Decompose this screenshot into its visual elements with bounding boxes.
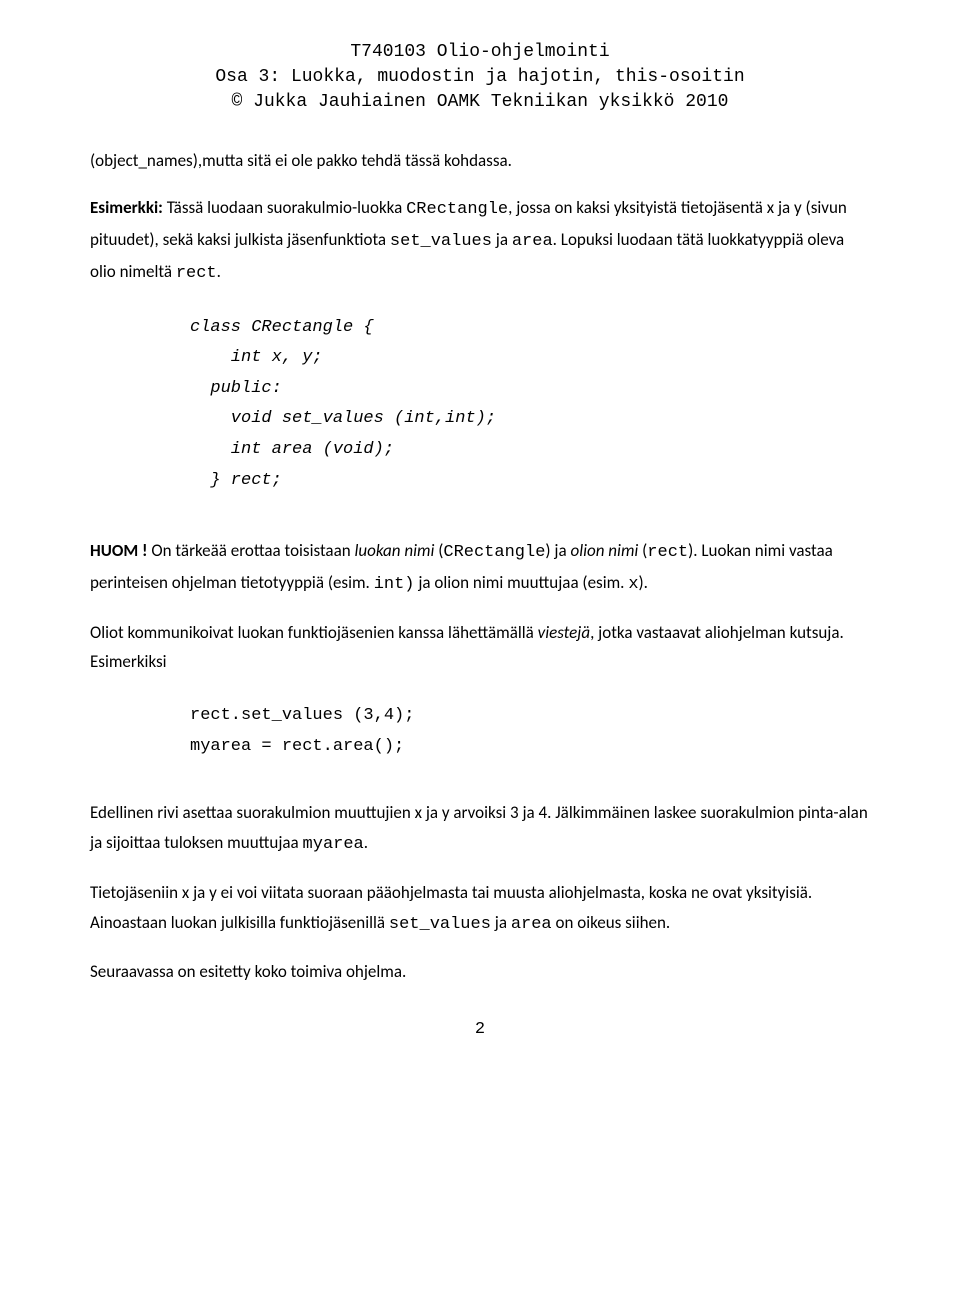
paragraph-6: Tietojäseniin x ja y ei voi viitata suor…	[90, 878, 870, 940]
p1-text: (object_names),mutta sitä ei ole pakko t…	[90, 150, 512, 171]
header-line-3: © Jukka Jauhiainen OAMK Tekniikan yksikk…	[90, 90, 870, 115]
p3-italic-luokan: luokan nimi	[355, 540, 435, 561]
p3-b: On tärkeää erottaa toisistaan	[148, 540, 355, 561]
paragraph-4: Oliot kommunikoivat luokan funktiojäseni…	[90, 618, 870, 678]
page-number: 2	[90, 1017, 870, 1043]
paragraph-5: Edellinen rivi asettaa suorakulmion muut…	[90, 798, 870, 860]
p2-label: Esimerkki:	[90, 197, 163, 218]
p3-n: ).	[639, 572, 648, 593]
p4-italic-viesteja: viestejä	[538, 622, 590, 643]
p3-code-crectangle: CRectangle	[443, 543, 545, 562]
p2-code-crectangle: CRectangle	[406, 200, 508, 219]
p3-f: ) ja	[545, 540, 570, 561]
header-line-1: T740103 Olio-ohjelmointi	[90, 40, 870, 65]
p3-code-x: x	[628, 575, 638, 594]
paragraph-1: (object_names),mutta sitä ei ole pakko t…	[90, 146, 870, 176]
p3-l: ja olion nimi muuttujaa (esim.	[415, 572, 629, 593]
p6-e: on oikeus siihen.	[552, 912, 671, 933]
p2-f: ja	[492, 229, 512, 250]
paragraph-2: Esimerkki: Tässä luodaan suorakulmio-luo…	[90, 193, 870, 288]
paragraph-7: Seuraavassa on esitetty koko toimiva ohj…	[90, 957, 870, 987]
header-line-2: Osa 3: Luokka, muodostin ja hajotin, thi…	[90, 65, 870, 90]
p3-code-rect: rect	[647, 543, 688, 562]
p6-c: ja	[491, 912, 511, 933]
paragraph-3: HUOM ! On tärkeää erottaa toisistaan luo…	[90, 536, 870, 600]
p3-h: (	[638, 540, 647, 561]
p3-code-int: int)	[374, 575, 415, 594]
p6-code-area: area	[511, 915, 552, 934]
p6-code-setvalues: set_values	[389, 915, 491, 934]
p4-a: Oliot kommunikoivat luokan funktiojäseni…	[90, 622, 538, 643]
p2-code-rect: rect	[176, 264, 217, 283]
p3-label: HUOM !	[90, 540, 148, 561]
p2-j: .	[217, 261, 221, 282]
p5-code-myarea: myarea	[303, 835, 364, 854]
p2-code-area: area	[512, 232, 553, 251]
p2-code-setvalues: set_values	[390, 232, 492, 251]
code-block-2: rect.set_values (3,4); myarea = rect.are…	[190, 701, 870, 762]
p2-b: Tässä luodaan suorakulmio-luokka	[163, 197, 406, 218]
p5-c: .	[364, 832, 368, 853]
code-block-1: class CRectangle { int x, y; public: voi…	[190, 313, 870, 497]
page-header: T740103 Olio-ohjelmointi Osa 3: Luokka, …	[90, 40, 870, 116]
p5-a: Edellinen rivi asettaa suorakulmion muut…	[90, 802, 868, 853]
p7-text: Seuraavassa on esitetty koko toimiva ohj…	[90, 961, 406, 982]
p3-italic-olion: olion nimi	[570, 540, 638, 561]
